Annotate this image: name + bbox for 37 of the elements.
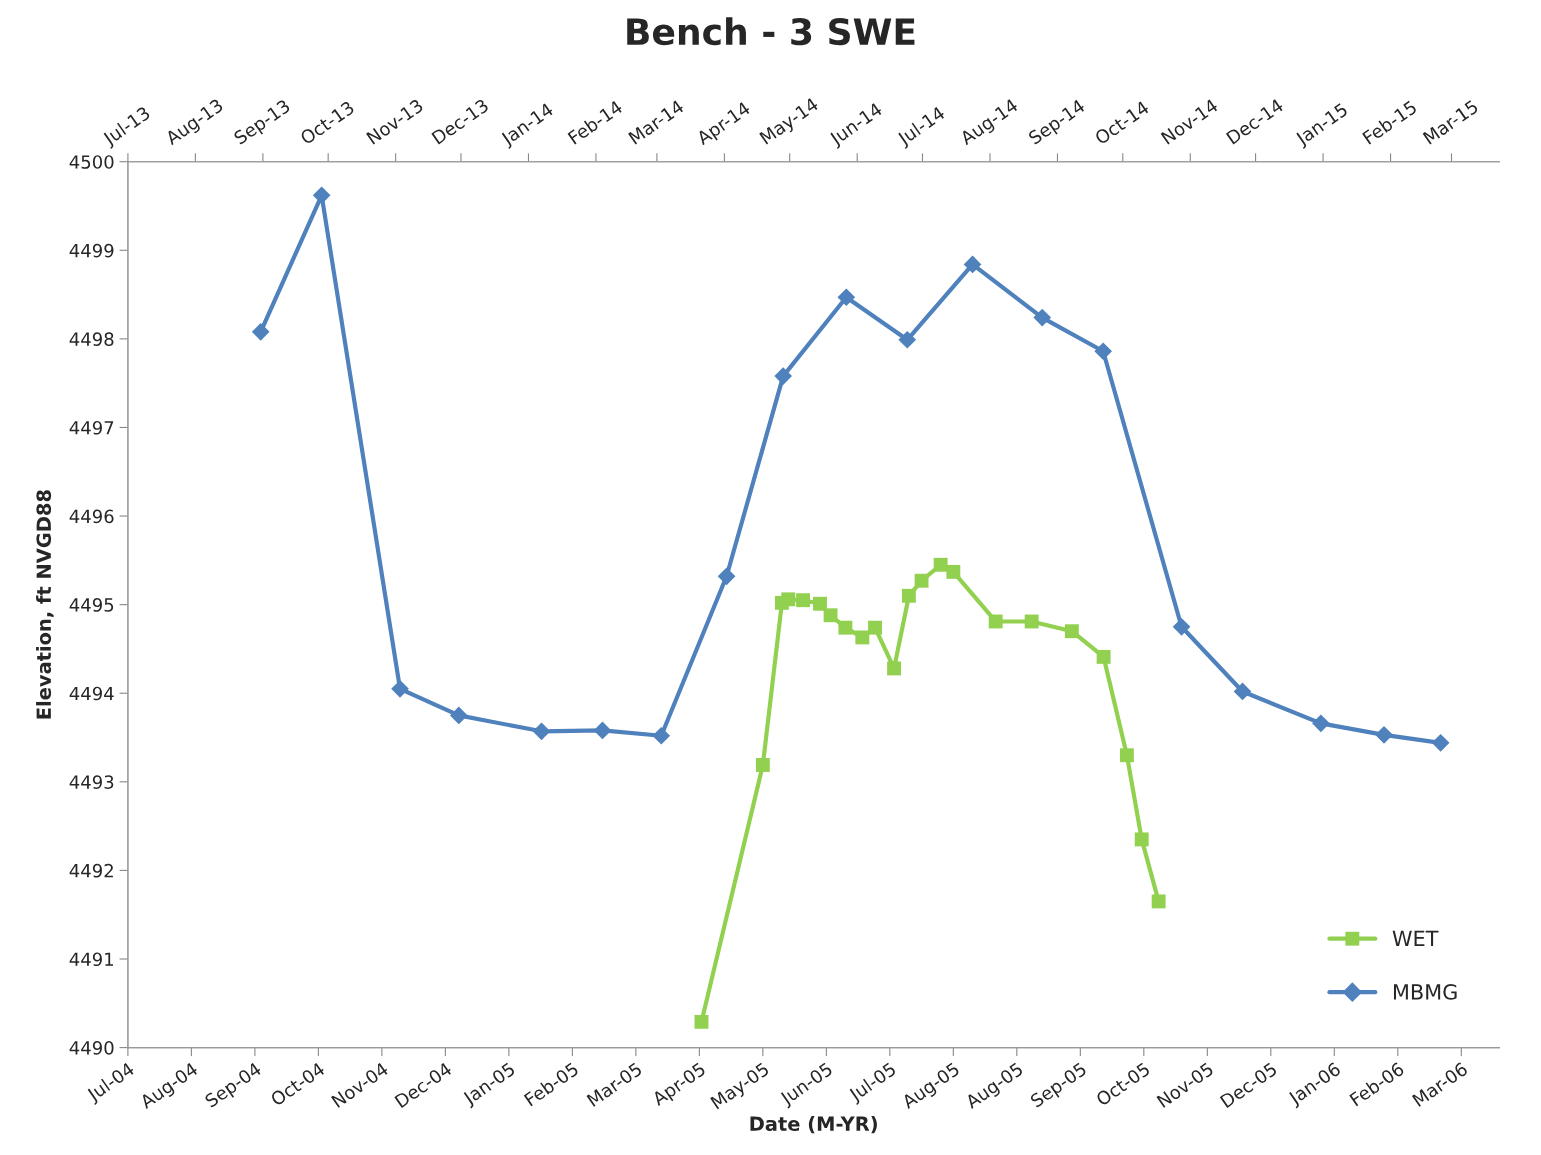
y-axis-title: Elevation, ft NVGD88 [36,490,54,719]
y-tick-label: 4500 [69,155,114,169]
y-tick-label: 4492 [69,863,113,878]
point [1151,894,1166,909]
chart-title: Bench - 3 SWE [627,17,915,46]
point [1134,832,1149,847]
point [813,596,827,611]
point [933,557,948,572]
y-tick-label: 4497 [69,420,114,435]
y-tick-label: 4494 [69,686,114,701]
point [823,608,838,623]
point [868,620,882,635]
y-tick-label: 4495 [69,598,114,612]
y-tick-label: 4491 [69,952,114,967]
point [755,758,770,772]
point [1096,649,1111,664]
point [887,661,902,676]
y-tick-label: 4493 [69,775,114,789]
point [694,1014,709,1029]
point [796,593,811,608]
point [1064,624,1079,639]
point [781,592,796,607]
point [914,573,929,588]
point [1119,748,1134,763]
y-tick-label: 4490 [69,1041,114,1055]
y-tick-label: 4499 [69,243,114,258]
legend-label: MBMG [1393,984,1457,1000]
point [946,564,961,579]
x-axis-title: Date (M-YR) [750,1116,877,1134]
point [838,620,853,635]
point [855,630,870,645]
point [1024,614,1039,629]
legend-label: WET [1392,930,1439,946]
y-tick-label: 4496 [69,509,114,524]
point [901,588,916,603]
y-tick-label: 4498 [69,332,114,346]
point [988,614,1003,629]
